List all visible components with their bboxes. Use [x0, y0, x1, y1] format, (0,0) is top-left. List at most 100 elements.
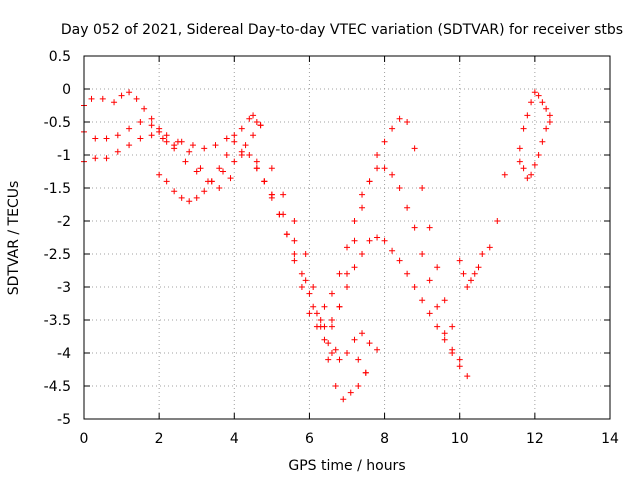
data-point: [92, 155, 99, 162]
data-point: [539, 138, 546, 145]
data-point: [276, 211, 283, 218]
data-point: [317, 317, 324, 323]
data-point: [404, 270, 411, 277]
data-point: [535, 92, 542, 99]
data-point: [539, 99, 546, 106]
data-point: [126, 125, 133, 132]
data-point: [494, 218, 501, 224]
y-tick-label: -1.5: [44, 181, 71, 197]
data-point: [328, 350, 335, 356]
data-point: [456, 257, 463, 264]
data-point: [250, 132, 257, 139]
data-point: [201, 188, 208, 195]
data-point: [528, 171, 535, 178]
data-point: [257, 122, 264, 129]
data-point: [182, 158, 189, 165]
y-tick-label: -4.5: [44, 379, 71, 395]
data-point: [535, 152, 542, 158]
data-point: [302, 277, 309, 284]
data-point: [227, 175, 234, 182]
data-point: [148, 132, 155, 139]
data-point: [99, 95, 106, 102]
data-point: [340, 396, 347, 403]
data-point: [426, 277, 433, 284]
data-point: [516, 145, 523, 152]
data-point: [118, 92, 125, 99]
data-point: [137, 119, 144, 125]
data-point: [103, 135, 110, 142]
chart-title: Day 052 of 2021, Sidereal Day-to-day VTE…: [61, 22, 623, 38]
data-point: [366, 237, 373, 244]
data-point: [220, 168, 227, 175]
data-point: [396, 185, 403, 191]
data-point: [479, 251, 486, 257]
data-point: [347, 389, 354, 396]
data-point: [141, 105, 148, 112]
data-point: [325, 356, 332, 363]
data-point: [449, 323, 456, 330]
data-point: [374, 152, 381, 158]
data-point: [325, 340, 332, 347]
data-point: [253, 158, 260, 165]
data-point: [332, 346, 339, 353]
data-point: [174, 138, 181, 145]
data-point: [546, 112, 553, 119]
data-point: [92, 135, 99, 142]
data-point: [114, 148, 121, 155]
data-point: [426, 224, 433, 231]
y-tick-label: -0.5: [44, 115, 71, 131]
data-point: [351, 336, 358, 343]
data-point: [355, 383, 362, 389]
y-tick-label: -4: [57, 346, 71, 362]
data-point: [359, 251, 366, 257]
data-point: [246, 115, 253, 122]
series-track-2: [81, 119, 381, 363]
series-track-9: [516, 89, 553, 152]
data-point: [456, 363, 463, 370]
data-point: [280, 191, 287, 198]
data-point: [148, 122, 155, 129]
axis-ticks: [83, 55, 611, 420]
x-tick-label: 8: [380, 431, 389, 447]
x-axis-label: GPS time / hours: [288, 458, 405, 474]
data-point: [441, 330, 448, 337]
data-point: [486, 244, 493, 251]
y-tick-label: -3: [57, 280, 71, 296]
data-point: [163, 178, 170, 185]
data-point: [355, 356, 362, 363]
data-point: [216, 165, 223, 172]
data-point: [434, 323, 441, 330]
data-point: [261, 178, 268, 185]
data-point: [528, 99, 535, 106]
data-point: [313, 310, 320, 317]
data-point: [163, 138, 170, 145]
series-track-6: [321, 165, 471, 380]
data-point: [148, 115, 155, 122]
data-point: [426, 310, 433, 317]
data-point: [344, 244, 350, 251]
data-point: [310, 284, 317, 290]
y-tick-label: -2.5: [44, 247, 71, 263]
data-point: [111, 99, 118, 106]
x-tick-label: 2: [155, 431, 164, 447]
data-point: [411, 145, 418, 152]
x-tick-label: 10: [451, 431, 469, 447]
x-tick-label: 14: [601, 431, 619, 447]
data-point: [201, 145, 208, 152]
data-point: [411, 224, 418, 231]
data-point: [246, 152, 253, 158]
data-point: [238, 152, 245, 158]
data-point: [441, 336, 448, 343]
data-point: [381, 165, 388, 172]
data-point: [404, 204, 411, 211]
data-point: [328, 317, 335, 323]
data-point: [283, 231, 290, 238]
data-point: [449, 350, 456, 356]
data-point: [336, 356, 343, 363]
data-point: [193, 194, 200, 201]
data-point: [306, 290, 313, 297]
data-point: [336, 303, 343, 310]
series-track-5: [253, 165, 463, 363]
data-point: [163, 132, 170, 139]
